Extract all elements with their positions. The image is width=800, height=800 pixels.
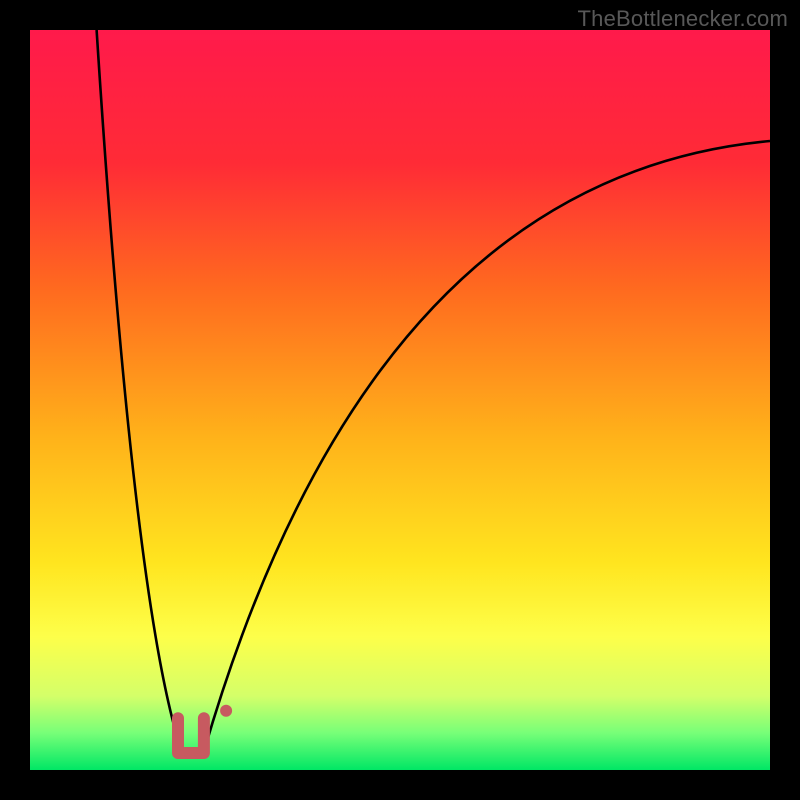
- chart-container: TheBottlenecker.com: [0, 0, 800, 800]
- chart-svg: [0, 0, 800, 800]
- plot-background: [30, 30, 770, 770]
- dot-marker: [220, 705, 232, 717]
- watermark-label: TheBottlenecker.com: [578, 6, 788, 32]
